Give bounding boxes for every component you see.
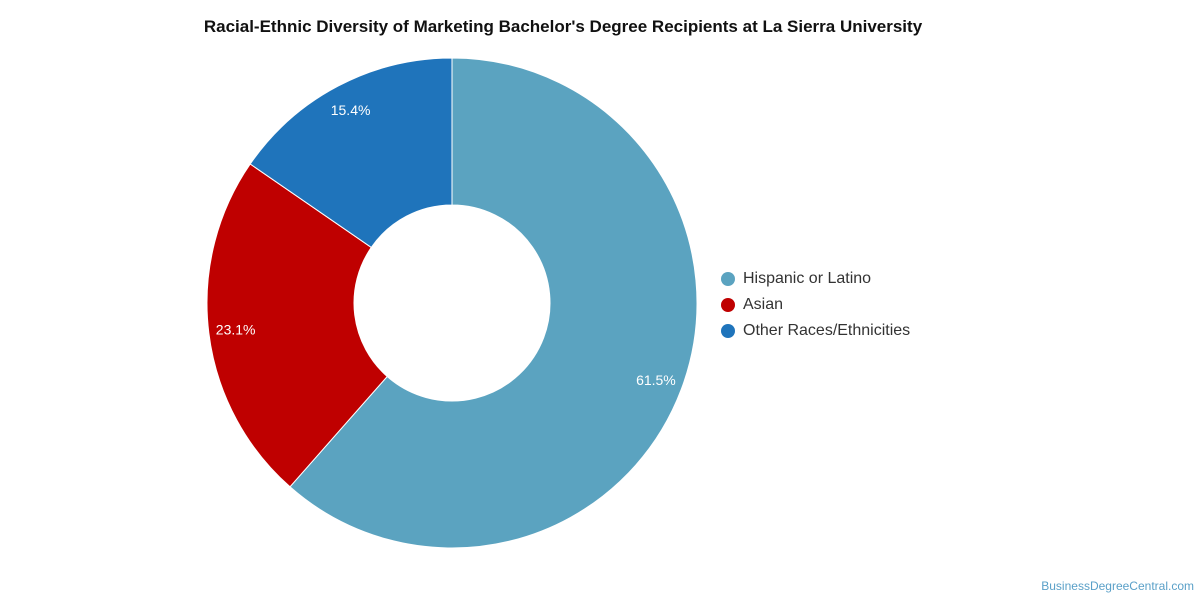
- legend-swatch-icon: [721, 272, 735, 286]
- legend-swatch-icon: [721, 298, 735, 312]
- legend-swatch-icon: [721, 324, 735, 338]
- source-watermark: BusinessDegreeCentral.com: [1041, 579, 1194, 593]
- donut-slice-hispanic-or-latino[interactable]: [289, 57, 698, 549]
- slice-value-label: 23.1%: [216, 322, 256, 338]
- legend-item-other-races-ethnicities[interactable]: Other Races/Ethnicities: [721, 318, 910, 344]
- legend-label: Asian: [743, 296, 784, 313]
- legend-item-asian[interactable]: Asian: [721, 292, 910, 318]
- donut-slice-other-races-ethnicities[interactable]: [249, 57, 453, 249]
- legend-label: Hispanic or Latino: [743, 270, 872, 287]
- legend-label: Other Races/Ethnicities: [743, 322, 911, 339]
- slice-labels: 61.5% 23.1% 15.4%: [216, 102, 676, 388]
- chart-title: Racial-Ethnic Diversity of Marketing Bac…: [203, 17, 923, 36]
- chart-legend: Hispanic or Latino Asian Other Races/Eth…: [721, 266, 910, 344]
- slice-value-label: 61.5%: [636, 372, 676, 388]
- slice-value-label: 15.4%: [331, 102, 371, 118]
- donut-slices: [206, 57, 698, 549]
- legend-item-hispanic-or-latino[interactable]: Hispanic or Latino: [721, 266, 910, 292]
- donut-slice-asian[interactable]: [206, 163, 388, 488]
